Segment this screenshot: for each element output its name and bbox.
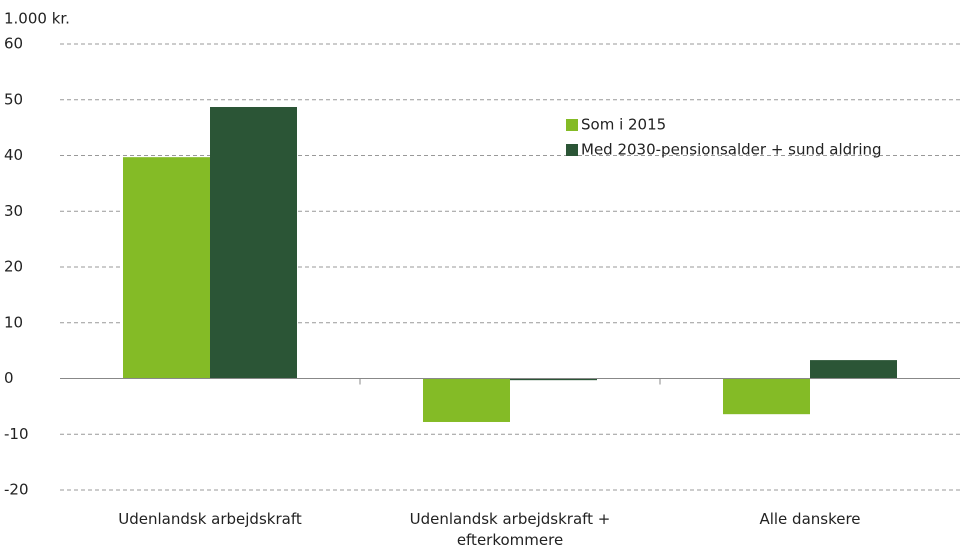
bar <box>810 360 897 379</box>
y-tick-label: 20 <box>4 258 23 276</box>
y-tick-label: 10 <box>4 313 23 331</box>
x-tick-label: Udenlandsk arbejdskraft + efterkommere <box>409 510 611 549</box>
bar <box>723 378 810 415</box>
bar <box>423 378 510 422</box>
y-tick-label: -10 <box>4 425 29 443</box>
unit-label: 1.000 kr. <box>4 10 70 28</box>
y-tick-label: 0 <box>4 369 14 387</box>
y-tick-label: 50 <box>4 90 23 108</box>
y-tick-label: 30 <box>4 202 23 220</box>
y-tick-label: 40 <box>4 146 23 164</box>
bar <box>210 106 297 379</box>
legend-swatch <box>566 144 578 156</box>
x-tick-label: Udenlandsk arbejdskraft <box>118 510 302 528</box>
legend-label: Som i 2015 <box>581 116 666 134</box>
bar <box>123 157 210 379</box>
bar <box>510 378 597 381</box>
x-tick-label: Alle danskere <box>759 510 861 528</box>
legend-label: Med 2030-pensionsalder + sund aldring <box>581 141 882 159</box>
y-tick-label: -20 <box>4 481 29 499</box>
legend-swatch <box>566 119 578 131</box>
y-tick-label: 60 <box>4 35 23 53</box>
